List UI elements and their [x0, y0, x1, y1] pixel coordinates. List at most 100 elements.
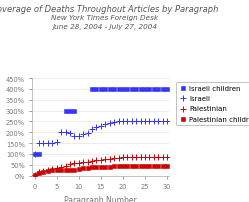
Palestinian: [46, 168, 50, 171]
Palestinian children: [139, 164, 143, 167]
Palestinian children: [108, 165, 112, 168]
Palestinian children: [121, 164, 125, 168]
Israeli: [125, 120, 129, 123]
Palestinian children: [63, 169, 67, 172]
Palestinian children: [55, 168, 59, 171]
Palestinian: [90, 159, 94, 163]
Israeli: [108, 122, 112, 125]
Palestinian: [33, 173, 37, 176]
Palestinian: [59, 165, 63, 169]
Palestinian: [134, 155, 138, 158]
Palestinian: [156, 155, 160, 158]
Israeli children: [94, 88, 98, 91]
Israeli: [86, 132, 90, 135]
Israeli: [130, 120, 134, 123]
Palestinian: [152, 155, 156, 158]
Israeli: [55, 141, 59, 144]
Legend: Israeli children, Israeli, Palestinian, Palestinian children: Israeli children, Israeli, Palestinian, …: [176, 82, 249, 125]
Israeli: [33, 153, 37, 156]
Israeli: [139, 120, 143, 123]
Israeli children: [130, 88, 134, 91]
Israeli children: [99, 88, 103, 91]
Israeli children: [117, 88, 121, 91]
Israeli children: [90, 88, 94, 91]
Palestinian children: [46, 169, 50, 173]
Palestinian children: [156, 164, 160, 167]
Palestinian children: [33, 174, 37, 177]
Palestinian children: [165, 164, 169, 167]
Palestinian: [121, 156, 125, 159]
Palestinian: [68, 163, 72, 166]
Israeli children: [139, 88, 143, 91]
Palestinian: [165, 155, 169, 158]
Palestinian children: [103, 165, 107, 168]
Israeli: [165, 120, 169, 123]
Palestinian children: [134, 164, 138, 167]
Israeli children: [103, 88, 107, 91]
Palestinian children: [130, 164, 134, 167]
Israeli: [121, 120, 125, 123]
Israeli children: [147, 88, 151, 91]
Palestinian: [77, 162, 81, 165]
Palestinian: [81, 161, 85, 164]
Palestinian children: [99, 165, 103, 169]
Palestinian children: [77, 167, 81, 170]
Israeli children: [152, 88, 156, 91]
Palestinian: [130, 155, 134, 158]
Palestinian: [50, 167, 54, 170]
Palestinian children: [94, 166, 98, 169]
Palestinian children: [50, 168, 54, 172]
Israeli: [112, 121, 116, 124]
Palestinian: [86, 160, 90, 164]
Israeli: [94, 126, 98, 129]
Palestinian children: [143, 164, 147, 167]
Palestinian children: [117, 165, 121, 168]
Israeli: [81, 133, 85, 136]
Israeli: [143, 120, 147, 123]
Palestinian: [63, 165, 67, 168]
Palestinian: [55, 166, 59, 170]
Israeli children: [125, 88, 129, 91]
Israeli: [99, 125, 103, 128]
Palestinian children: [90, 166, 94, 169]
Palestinian: [72, 162, 76, 165]
Palestinian children: [152, 164, 156, 167]
Palestinian children: [59, 169, 63, 172]
Palestinian: [103, 158, 107, 161]
Palestinian children: [112, 165, 116, 168]
Palestinian: [161, 155, 165, 158]
Palestinian children: [41, 170, 45, 174]
Israeli children: [68, 109, 72, 113]
Israeli: [134, 120, 138, 123]
Israeli children: [108, 88, 112, 91]
Palestinian: [37, 170, 41, 174]
Israeli: [103, 123, 107, 126]
Israeli children: [72, 109, 76, 113]
Text: June 28, 2004 - July 27, 2004: June 28, 2004 - July 27, 2004: [52, 24, 157, 30]
Israeli children: [165, 88, 169, 91]
Israeli: [90, 128, 94, 131]
Palestinian children: [37, 171, 41, 175]
Israeli children: [161, 88, 165, 91]
Palestinian children: [86, 167, 90, 170]
Palestinian: [41, 169, 45, 173]
Palestinian: [117, 156, 121, 159]
Israeli: [147, 120, 151, 123]
Palestinian children: [125, 164, 129, 168]
Palestinian children: [81, 167, 85, 170]
Israeli children: [134, 88, 138, 91]
Text: New York Times Foreign Desk: New York Times Foreign Desk: [51, 15, 158, 21]
Palestinian children: [68, 168, 72, 171]
Palestinian: [125, 155, 129, 159]
Palestinian: [108, 157, 112, 161]
Israeli: [41, 142, 45, 145]
Israeli children: [143, 88, 147, 91]
Israeli: [117, 120, 121, 123]
Israeli children: [37, 153, 41, 156]
Israeli: [77, 134, 81, 138]
Israeli: [72, 134, 76, 138]
Israeli children: [33, 153, 37, 156]
Israeli children: [156, 88, 160, 91]
Palestinian: [99, 158, 103, 161]
Israeli: [68, 132, 72, 135]
